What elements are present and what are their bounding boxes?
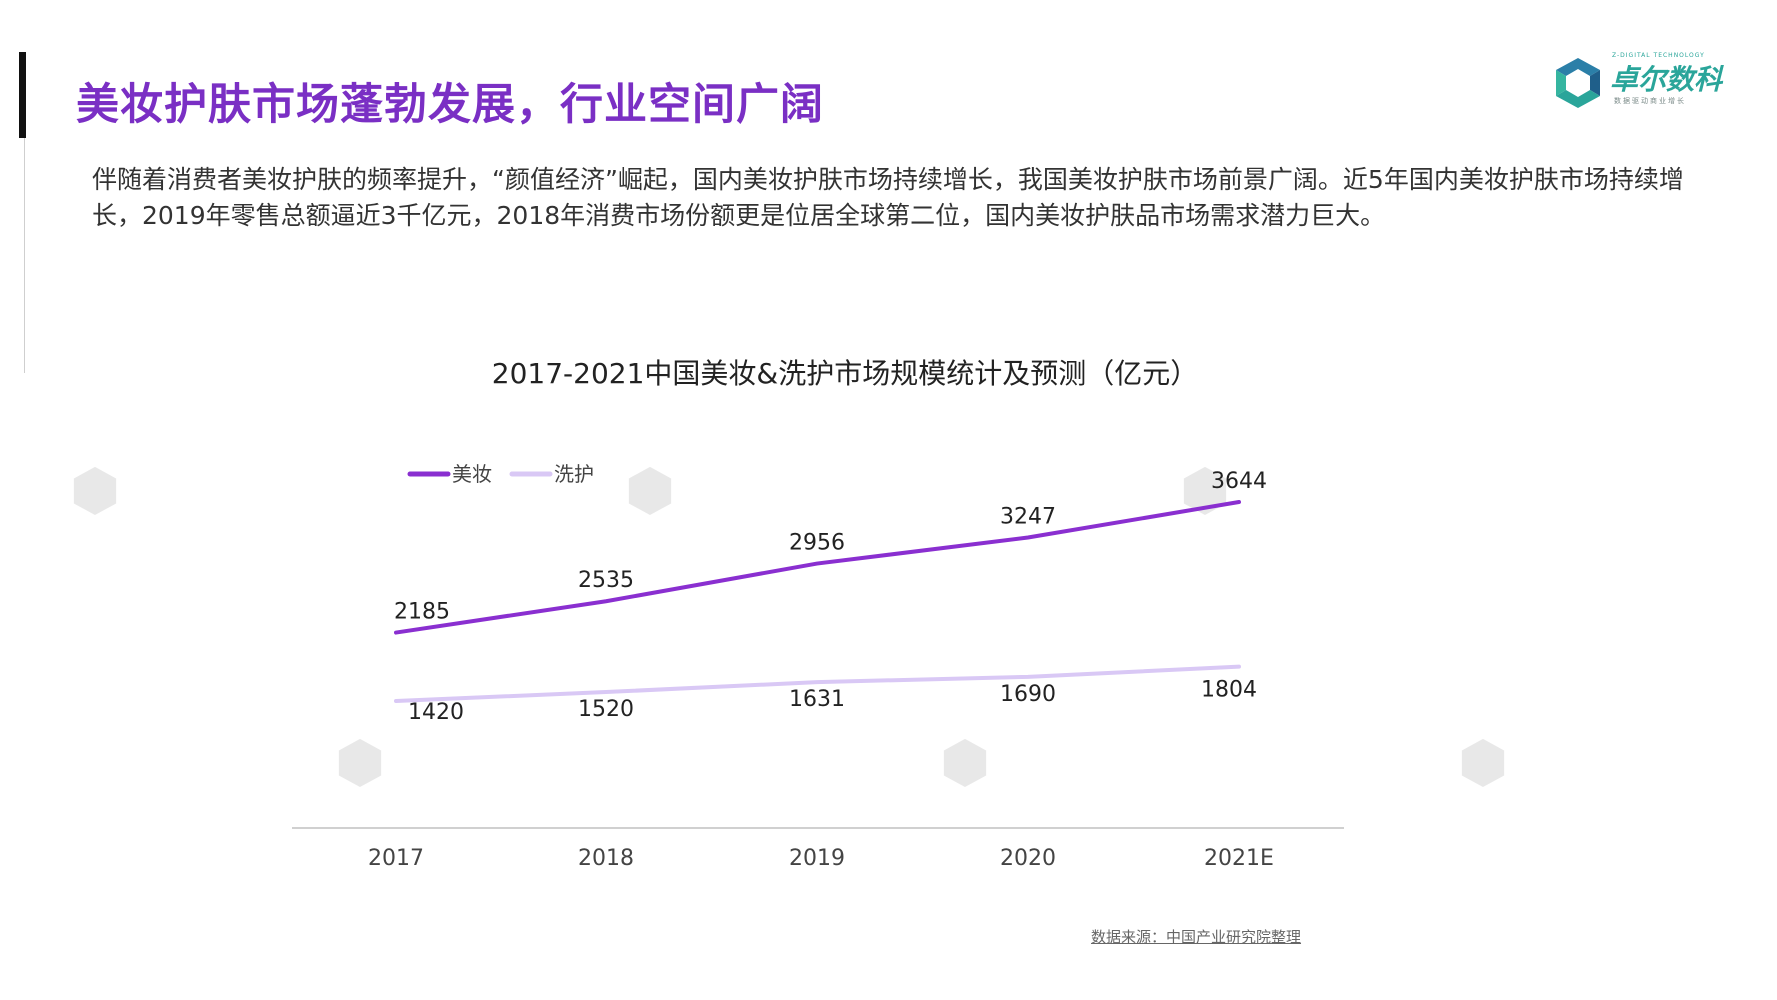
data-label: 2535 <box>578 568 634 593</box>
left-divider-line <box>24 138 25 373</box>
x-tick-label: 2019 <box>789 846 845 871</box>
x-tick-label: 2021E <box>1204 846 1274 871</box>
logo-english-text: Z-DIGITAL TECHNOLOGY <box>1612 52 1705 59</box>
data-label: 2956 <box>789 531 845 556</box>
series-line-0 <box>394 500 1241 635</box>
series-layer: 2185 2535 2956 3247 3644 1420 1520 1631 1690 1804 <box>394 469 1267 725</box>
x-tick-label: 2020 <box>1000 846 1056 871</box>
data-label: 1520 <box>578 697 634 722</box>
chart-legend: 美妆 洗护 <box>407 462 594 486</box>
data-label: 1804 <box>1201 678 1257 703</box>
legend-label: 洗护 <box>554 462 594 486</box>
data-label: 1631 <box>789 687 845 712</box>
data-label: 1420 <box>408 700 464 725</box>
logo-slogan: 数据驱动商业增长 <box>1614 97 1686 105</box>
watermark-logo <box>1458 737 1638 797</box>
intro-paragraph: 伴随着消费者美妆护肤的频率提升，“颜值经济”崛起，国内美妆护肤市场持续增长，我国… <box>92 165 1684 230</box>
watermark-logo <box>625 465 805 525</box>
logo-mark-icon <box>1556 58 1600 108</box>
x-tick-labels: 2017 2018 2019 2020 2021E <box>368 846 1274 871</box>
data-label: 3247 <box>1000 505 1056 530</box>
watermark-logo <box>70 465 250 525</box>
logo-name: 卓尔数科 <box>1610 63 1723 96</box>
watermark-logo <box>335 737 515 797</box>
watermark-logo <box>1180 465 1360 525</box>
legend-label: 美妆 <box>452 462 492 486</box>
title-accent-bar <box>19 52 26 138</box>
data-label: 3644 <box>1211 469 1267 494</box>
chart-title: 2017-2021中国美妆&洗护市场规模统计及预测（亿元） <box>491 357 1199 390</box>
data-label: 2185 <box>394 600 450 625</box>
x-tick-label: 2017 <box>368 846 424 871</box>
x-tick-label: 2018 <box>578 846 634 871</box>
series-line-1 <box>394 664 1241 703</box>
data-source-note: 数据来源：中国产业研究院整理 <box>1091 928 1302 946</box>
watermark-logo <box>940 737 1120 797</box>
page-title: 美妆护肤市场蓬勃发展，行业空间广阔 <box>76 80 824 130</box>
brand-logo: Z-DIGITAL TECHNOLOGY 卓尔数科 数据驱动商业增长 <box>1552 52 1732 110</box>
data-label: 1690 <box>1000 682 1056 707</box>
